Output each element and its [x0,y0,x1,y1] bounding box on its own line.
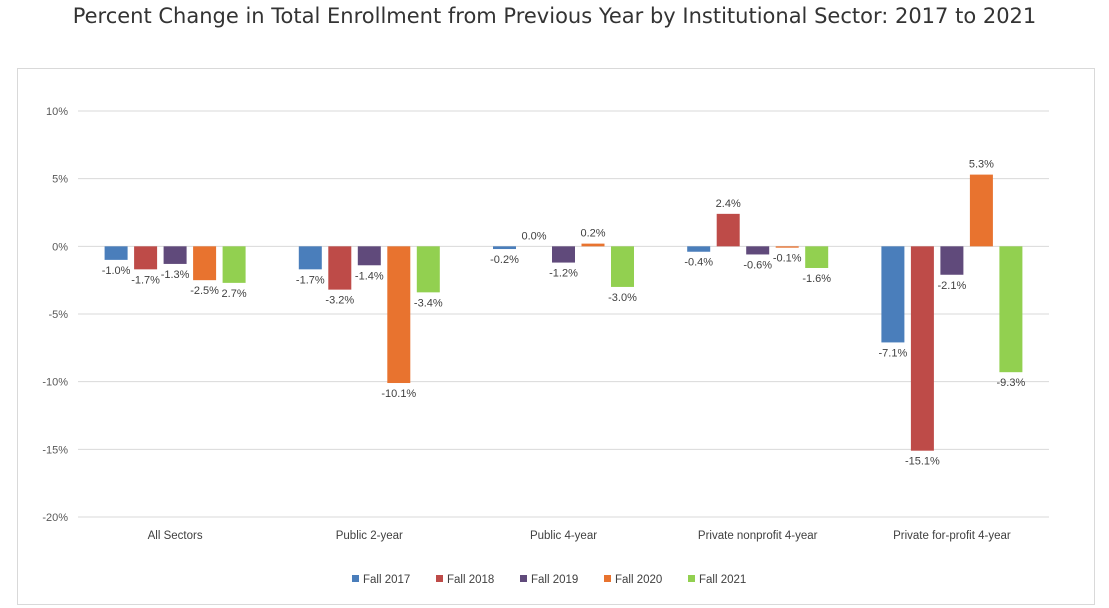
legend-label: Fall 2019 [531,574,578,586]
y-tick-label: -15% [42,444,68,456]
bar [881,246,905,343]
y-tick-label: -5% [48,309,68,321]
legend-swatch [604,575,611,582]
data-label: -2.1% [938,280,967,292]
bar [552,246,575,263]
data-label: -15.1% [905,456,940,468]
x-tick-label: Private for-profit 4-year [893,530,1011,542]
legend-label: Fall 2021 [699,574,746,586]
bar [416,246,440,293]
bar [134,246,158,270]
data-label: -3.2% [325,295,354,307]
bar [581,243,605,247]
data-label: -3.0% [608,292,637,304]
legend-swatch [352,575,359,582]
bar [716,213,740,247]
data-label: -0.6% [743,259,772,271]
y-tick-label: 0% [52,241,68,253]
bar [387,246,411,384]
bar [805,246,829,268]
bar [746,246,770,255]
data-label: -1.7% [296,274,325,286]
bar [357,246,381,266]
x-tick-label: All Sectors [148,530,203,542]
data-label: -1.3% [161,269,190,281]
data-label: -10.1% [381,388,416,400]
bar [493,246,516,250]
x-tick-label: Private nonprofit 4-year [698,530,818,542]
bar [910,246,934,451]
data-label: 0.0% [521,230,546,242]
data-label: -1.7% [131,274,160,286]
legend-swatch [520,575,527,582]
bar [104,246,128,260]
bar [999,246,1023,373]
data-label: -9.3% [997,377,1026,389]
legend-label: Fall 2017 [363,574,410,586]
data-label: 2.4% [716,198,741,210]
bar [611,246,634,287]
bar [222,246,246,283]
bar [969,174,993,247]
chart-area: 10% 5% 0% -5% -10% -15% -20% -1.0% -1.7% -1.3% -2.… [17,68,1095,605]
y-tick-label: -20% [42,512,68,524]
data-label: -7.1% [879,347,908,359]
legend-label: Fall 2018 [447,574,494,586]
bar [298,246,322,270]
data-label: -1.0% [102,265,131,277]
data-label: -0.2% [490,254,519,266]
bar [163,246,187,264]
data-label: -3.4% [414,297,443,309]
legend-swatch [436,575,443,582]
y-tick-label: 5% [52,174,68,186]
page-title: Percent Change in Total Enrollment from … [72,4,1037,28]
x-tick-label: Public 4-year [530,530,597,542]
bar [328,246,352,290]
y-tick-label: 10% [46,106,68,118]
x-tick-label: Public 2-year [336,530,403,542]
data-label: -1.4% [355,270,384,282]
data-label: 5.3% [969,159,994,171]
legend-label: Fall 2020 [615,574,662,586]
bar [775,246,799,248]
data-label: 0.2% [580,228,605,240]
data-label: -0.4% [684,257,713,269]
data-label: -2.5% [190,285,219,297]
bar-chart: 10%5%0%-5%-10%-15%-20%-1.0%-1.7% -1.3%-2.… [42,106,1049,586]
y-tick-label: -10% [42,377,68,389]
data-label: -0.1% [773,253,802,265]
bar [940,246,964,275]
data-label: -1.2% [549,268,578,280]
legend-swatch [688,575,695,582]
bar [193,246,217,281]
data-label: 2.7% [222,288,247,300]
data-label: -1.6% [802,273,831,285]
bar [687,246,711,252]
